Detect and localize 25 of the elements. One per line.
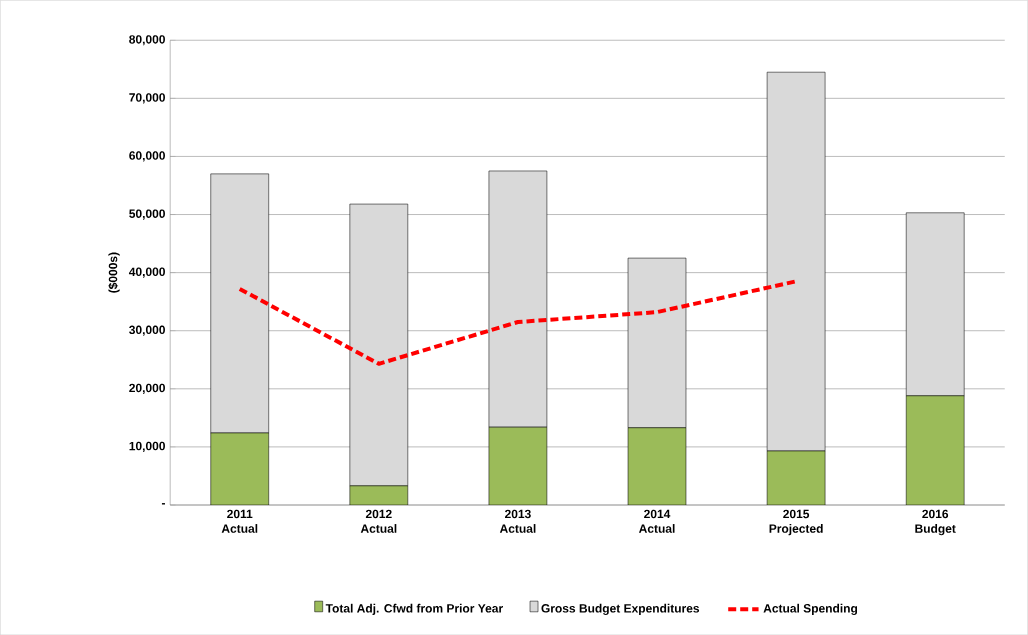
y-axis-title: ($000s) <box>108 252 120 293</box>
x-tick-label: 2011 Actual <box>221 509 258 533</box>
y-tick-label: 10,000 <box>129 441 165 452</box>
legend-label: Total Adj. Cfwd from Prior Year <box>325 603 503 615</box>
x-tick-label: 2013 Actual <box>499 509 536 533</box>
y-tick-label: - <box>161 503 165 505</box>
y-tick-label: 50,000 <box>129 209 165 220</box>
bar <box>905 395 965 505</box>
y-tick-label: 60,000 <box>129 151 165 162</box>
y-tick-label: 70,000 <box>129 93 165 104</box>
x-tick-label: 2015 Projected <box>769 509 823 536</box>
legend-label: Actual Spending <box>763 603 858 615</box>
x-tick-label: 2016 Budget <box>915 509 956 536</box>
bar <box>488 426 548 505</box>
y-tick-label: 80,000 <box>129 35 165 46</box>
bar <box>210 432 269 505</box>
bar <box>349 485 409 505</box>
y-tick-label: 30,000 <box>129 325 165 336</box>
y-tick-label: 40,000 <box>128 267 165 278</box>
bar <box>627 427 687 505</box>
bar <box>766 450 826 505</box>
x-tick-label: 2014 Actual <box>638 509 675 533</box>
y-tick-label: 20,000 <box>129 383 165 394</box>
legend-label: Gross Budget Expenditures <box>541 603 700 615</box>
x-tick-label: 2012 Actual <box>360 509 397 533</box>
